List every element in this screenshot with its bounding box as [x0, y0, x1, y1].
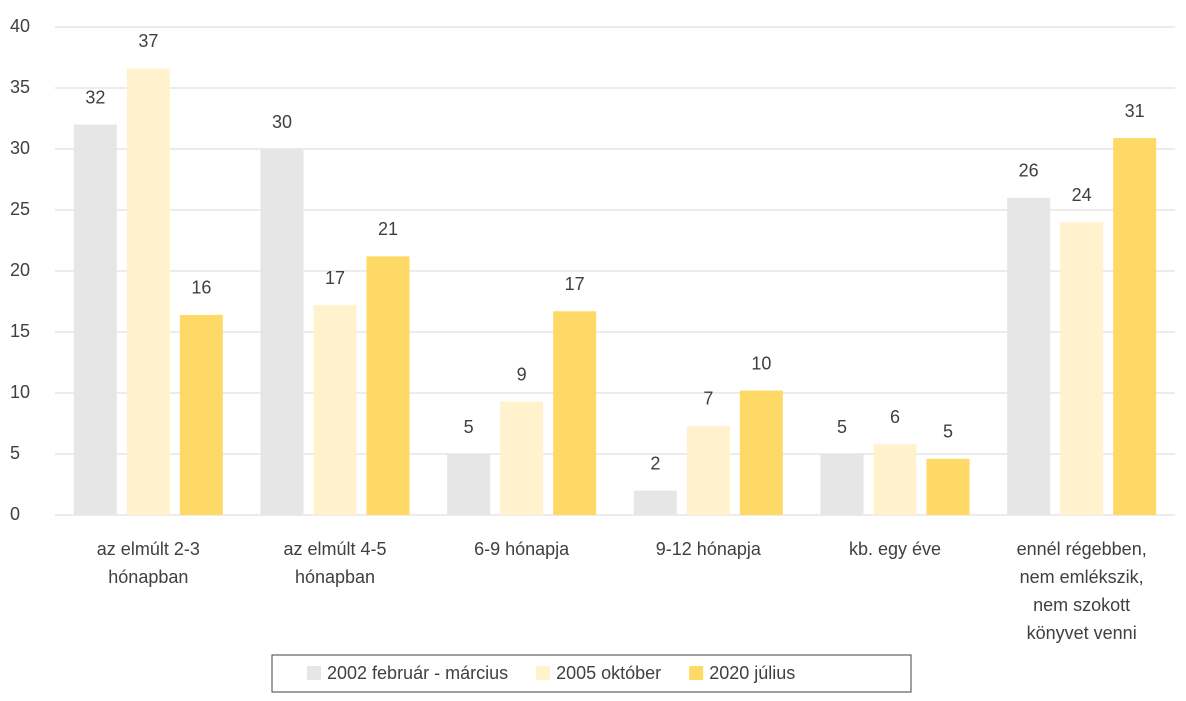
x-tick-label: nem szokott: [1033, 595, 1130, 615]
bar: [1113, 138, 1157, 515]
x-tick-label: kb. egy éve: [849, 539, 941, 559]
x-tick-label: ennél régebben,: [1017, 539, 1147, 559]
data-label: 2: [650, 453, 660, 473]
x-tick-label: 9-12 hónapja: [656, 539, 762, 559]
y-tick-label: 35: [10, 77, 30, 97]
bar: [873, 444, 917, 515]
y-tick-label: 15: [10, 321, 30, 341]
data-label: 5: [464, 417, 474, 437]
data-label: 9: [517, 364, 527, 384]
bar: [553, 311, 597, 515]
legend-label: 2005 október: [556, 663, 661, 683]
legend-box: [271, 654, 912, 693]
legend-label: 2002 február - március: [327, 663, 508, 683]
data-label: 16: [191, 278, 211, 298]
y-tick-label: 10: [10, 382, 30, 402]
data-label: 30: [272, 112, 292, 132]
y-tick-label: 40: [10, 16, 30, 36]
data-label: 5: [943, 422, 953, 442]
legend-swatch: [307, 666, 321, 680]
data-label: 24: [1072, 185, 1092, 205]
data-label: 21: [378, 219, 398, 239]
bar: [313, 305, 357, 515]
data-label: 17: [325, 268, 345, 288]
data-label: 37: [138, 31, 158, 51]
bar: [820, 454, 864, 515]
bar: [500, 401, 544, 515]
x-tick-label: az elmúlt 4-5: [283, 539, 386, 559]
legend-swatch: [536, 666, 551, 680]
x-tick-label: 6-9 hónapja: [474, 539, 570, 559]
x-tick-label: hónapban: [108, 567, 188, 587]
bar: [633, 490, 677, 515]
x-tick-label: könyvet venni: [1027, 623, 1137, 643]
y-tick-label: 25: [10, 199, 30, 219]
y-tick-label: 5: [10, 443, 20, 463]
x-tick-label: nem emlékszik,: [1020, 567, 1144, 587]
x-tick-label: az elmúlt 2-3: [97, 539, 200, 559]
data-label: 17: [565, 274, 585, 294]
data-label: 5: [837, 417, 847, 437]
y-tick-label: 0: [10, 504, 20, 524]
y-tick-label: 30: [10, 138, 30, 158]
bar: [447, 454, 491, 515]
bar: [366, 256, 410, 515]
data-label: 7: [703, 389, 713, 409]
data-label: 31: [1125, 101, 1145, 121]
bar: [739, 390, 783, 515]
y-tick-label: 20: [10, 260, 30, 280]
legend-label: 2020 július: [709, 663, 795, 683]
bar: [1007, 197, 1051, 516]
data-label: 26: [1019, 161, 1039, 181]
bar: [260, 149, 304, 515]
bar: [926, 458, 970, 515]
data-label: 32: [85, 87, 105, 107]
x-tick-label: hónapban: [295, 567, 375, 587]
data-label: 6: [890, 407, 900, 427]
bar: [73, 124, 117, 515]
legend-swatch: [689, 666, 704, 680]
data-label: 10: [751, 353, 771, 373]
bar: [686, 425, 730, 515]
bar: [179, 314, 223, 515]
bar: [126, 68, 170, 515]
bar: [1060, 222, 1104, 515]
